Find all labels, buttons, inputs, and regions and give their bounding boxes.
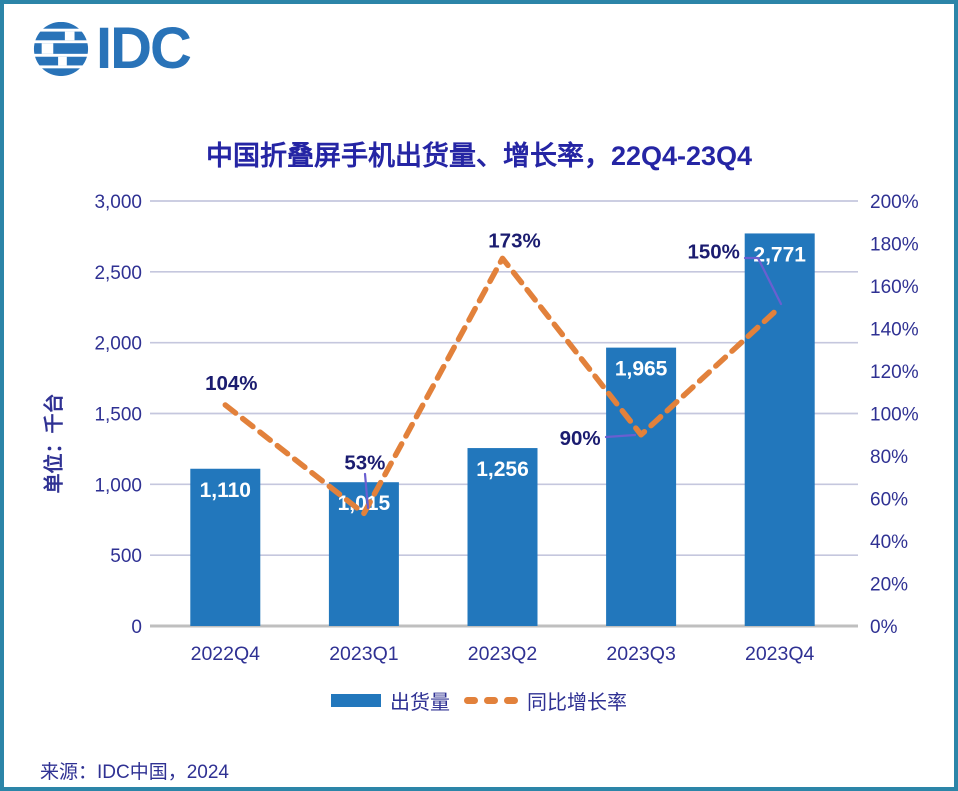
growth-line xyxy=(222,255,783,517)
bar-value-label: 1,256 xyxy=(476,458,529,481)
x-axis-label: 2023Q2 xyxy=(468,643,537,665)
x-axis-label: 2023Q4 xyxy=(745,643,815,665)
left-axis-tick-label: 500 xyxy=(110,546,142,567)
bar-2023Q3 xyxy=(606,347,677,626)
right-axis-tick-label: 80% xyxy=(870,447,908,468)
left-axis-tick-label: 3,000 xyxy=(94,192,142,213)
right-axis-tick-label: 140% xyxy=(870,320,919,341)
growth-point-label: 104% xyxy=(205,372,257,395)
right-axis-tick-label: 100% xyxy=(870,405,919,426)
bar-2022Q4 xyxy=(190,468,261,626)
growth-point-label: 150% xyxy=(687,240,739,263)
left-axis-tick-label: 2,000 xyxy=(94,334,142,355)
bar-series-swatch-icon xyxy=(331,694,381,707)
right-axis-tick-label: 20% xyxy=(870,575,908,596)
left-axis-tick-label: 0 xyxy=(131,617,142,638)
x-axis-label: 2023Q1 xyxy=(329,643,398,665)
source-note: 来源：IDC中国，2024 xyxy=(40,762,229,783)
growth-point-label: 53% xyxy=(344,451,385,474)
line-series-swatch-icon xyxy=(464,697,518,704)
right-axis-tick-label: 200% xyxy=(870,192,919,213)
bar-2023Q2 xyxy=(467,448,538,626)
bar-value-label: 1,015 xyxy=(338,492,391,515)
x-axis-label: 2022Q4 xyxy=(191,643,261,665)
label-leader-line xyxy=(743,256,783,306)
right-axis-tick-label: 0% xyxy=(870,617,898,638)
legend-line-label: 同比增长率 xyxy=(527,692,627,714)
chart-legend: 出货量 同比增长率 xyxy=(4,686,954,715)
legend-item-growth: 同比增长率 xyxy=(464,686,627,715)
growth-point-label: 173% xyxy=(488,229,540,252)
x-axis-label: 2023Q3 xyxy=(606,643,675,665)
label-leader-line xyxy=(363,472,370,510)
growth-point-label: 90% xyxy=(560,427,601,450)
right-axis-tick-label: 40% xyxy=(870,532,908,553)
bar-value-label: 1,965 xyxy=(615,358,668,381)
bar-2023Q1 xyxy=(328,482,399,626)
label-leader-line xyxy=(604,433,637,439)
chart-title: 中国折叠屏手机出货量、增长率，22Q4-23Q4 xyxy=(205,141,753,171)
right-axis-tick-label: 180% xyxy=(870,235,919,256)
right-axis-tick-label: 120% xyxy=(870,362,919,383)
left-axis-tick-label: 2,500 xyxy=(94,263,142,284)
left-axis-tick-label: 1,500 xyxy=(94,405,142,426)
right-axis-tick-label: 60% xyxy=(870,490,908,511)
legend-item-shipments: 出货量 xyxy=(331,686,450,715)
right-axis-tick-label: 160% xyxy=(870,277,919,298)
idc-logo-text: IDC xyxy=(96,16,192,81)
idc-logo: IDC xyxy=(32,16,192,81)
bar-2023Q4 xyxy=(744,233,815,627)
bar-value-label: 2,771 xyxy=(753,243,806,266)
legend-bar-label: 出货量 xyxy=(390,692,450,714)
idc-globe-icon xyxy=(33,21,89,77)
left-axis-tick-label: 1,000 xyxy=(94,475,142,496)
chart-svg: 0 500 1,000 1,500 2,000 2,500 3,000 0% 20% 40% 60%… xyxy=(94,192,919,665)
bar-value-label: 1,110 xyxy=(200,479,251,502)
